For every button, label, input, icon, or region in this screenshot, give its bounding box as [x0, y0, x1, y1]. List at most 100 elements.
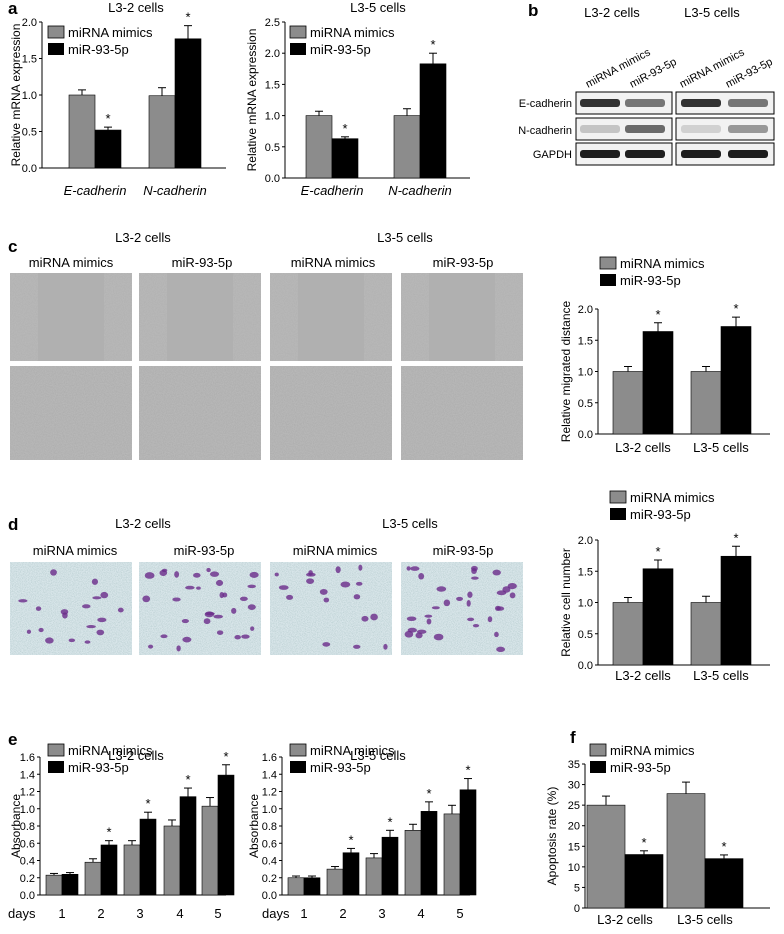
stained-cell	[443, 599, 451, 607]
bar-mir	[94, 129, 122, 169]
migration-column-label: miR-93-5p	[433, 255, 494, 270]
stained-cell	[97, 617, 107, 623]
legend-swatch-mimics	[289, 743, 307, 757]
legend-label-mimics: miRNA mimics	[610, 743, 695, 758]
chart-a-l35: 0.0 0.5 1.0 1.5 2.0 2.5 Relative mRNA expressi…	[245, 0, 470, 198]
y-tick-label: 1.2	[262, 787, 277, 799]
significance-star: *	[387, 814, 392, 829]
stained-cell	[274, 572, 279, 577]
y-tick-label: 2.0	[578, 304, 593, 316]
stained-cell	[181, 618, 189, 624]
y-tick-label: 2.5	[265, 17, 280, 29]
stained-cell	[91, 578, 99, 585]
y-tick-label: 0.0	[578, 429, 593, 441]
stained-cell	[426, 618, 432, 625]
stained-cell	[247, 584, 256, 589]
y-tick-label: 35	[568, 759, 580, 771]
stained-cell	[250, 626, 255, 631]
stained-cell	[241, 634, 250, 639]
stained-cell	[216, 630, 224, 635]
bar-mimics	[690, 371, 722, 435]
y-axis-label: Relative cell number	[559, 548, 573, 657]
bar-mimics	[84, 861, 102, 896]
chart-e-l35: 0.0 0.2 0.4 0.6 0.8 1.0 1.2 1.4 1.6 Absorbance L3-…	[247, 743, 477, 921]
stained-cell	[406, 616, 417, 621]
stained-cell	[436, 586, 447, 592]
wound-gap	[167, 273, 233, 361]
blot-band	[580, 150, 620, 158]
chart-f-apoptosis: 0 5 10 15 20 25 30 35 Apoptosis rate (%) * L3-2 ce…	[545, 743, 770, 927]
stained-cell	[35, 606, 42, 611]
bar-mimics	[612, 371, 644, 435]
stained-cell	[340, 581, 351, 588]
category-label: 3	[378, 906, 385, 921]
bar-mir	[642, 568, 674, 666]
bar-mir	[100, 844, 118, 896]
stained-cell	[471, 567, 477, 575]
panel-b-label: b	[528, 1, 538, 20]
y-tick-label: 0.2	[262, 873, 277, 885]
stained-cell	[231, 607, 237, 614]
y-axis-label: Relative mRNA expression	[245, 29, 259, 172]
y-tick-label: 1.0	[22, 90, 37, 102]
stained-cell	[383, 643, 388, 650]
blot-band	[681, 125, 721, 133]
legend-swatch-mimics	[589, 743, 607, 757]
legend-label-mimics: miRNA mimics	[630, 490, 715, 505]
significance-star: *	[342, 121, 347, 136]
blot-band	[728, 125, 768, 133]
bar-mir	[642, 331, 674, 435]
bar-mimics	[326, 868, 344, 896]
wound-gap	[429, 273, 495, 361]
bar-mir	[420, 811, 438, 896]
western-blot: L3-2 cells L3-5 cells miRNA mimics miR-9…	[518, 5, 775, 166]
blot-row-label: N-cadherin	[518, 125, 572, 137]
y-tick-label: 0.0	[578, 660, 593, 672]
y-tick-label: 1.0	[262, 804, 277, 816]
stained-cell	[26, 629, 32, 634]
y-axis-label: Apoptosis rate (%)	[545, 787, 559, 886]
stained-cell	[487, 616, 493, 623]
legend-label-mir: miR-93-5p	[630, 507, 691, 522]
y-tick-label: 1.0	[578, 367, 593, 379]
migration-group-label: L3-5 cells	[377, 230, 433, 245]
y-axis-label: Absorbance	[9, 794, 23, 858]
y-tick-label: 0.5	[22, 127, 37, 139]
y-tick-label: 2.0	[265, 48, 280, 60]
bar-mir	[139, 818, 157, 896]
y-axis-label: Relative migrated distance	[559, 300, 573, 442]
y-tick-label: 1.6	[262, 752, 277, 764]
legend-swatch-mimics	[47, 25, 65, 39]
stained-cell	[172, 597, 181, 602]
significance-star: *	[733, 530, 738, 545]
bar-mir	[174, 38, 202, 169]
transwell-texture	[139, 562, 261, 655]
stained-cell	[278, 585, 289, 590]
legend-swatch-mir	[290, 43, 306, 55]
category-label: L3-2 cells	[615, 440, 671, 455]
blot-band	[681, 150, 721, 158]
y-tick-label: 0.0	[22, 163, 37, 175]
stained-cell	[415, 632, 423, 639]
y-tick-label: 30	[568, 780, 580, 792]
y-tick-label: 1.0	[20, 804, 35, 816]
y-tick-label: 1.0	[265, 111, 280, 123]
bar-mir	[624, 854, 664, 909]
y-tick-label: 0.4	[262, 856, 277, 868]
stained-cell	[176, 645, 181, 652]
stained-cell	[182, 636, 192, 643]
stained-cell	[82, 604, 91, 609]
bar-mimics	[305, 115, 333, 179]
stained-cell	[424, 614, 433, 618]
y-tick-label: 25	[568, 800, 580, 812]
category-label: N-cadherin	[143, 183, 207, 198]
bar-mimics	[666, 793, 706, 909]
legend-label-mimics: miRNA mimics	[620, 256, 705, 271]
y-tick-label: 1.2	[20, 787, 35, 799]
x-axis-label: days	[262, 906, 290, 921]
category-label: N-cadherin	[388, 183, 452, 198]
y-tick-label: 0.0	[265, 173, 280, 185]
stained-cell	[204, 611, 215, 618]
blot-band	[625, 99, 665, 107]
legend-label-mir: miR-93-5p	[310, 760, 371, 775]
